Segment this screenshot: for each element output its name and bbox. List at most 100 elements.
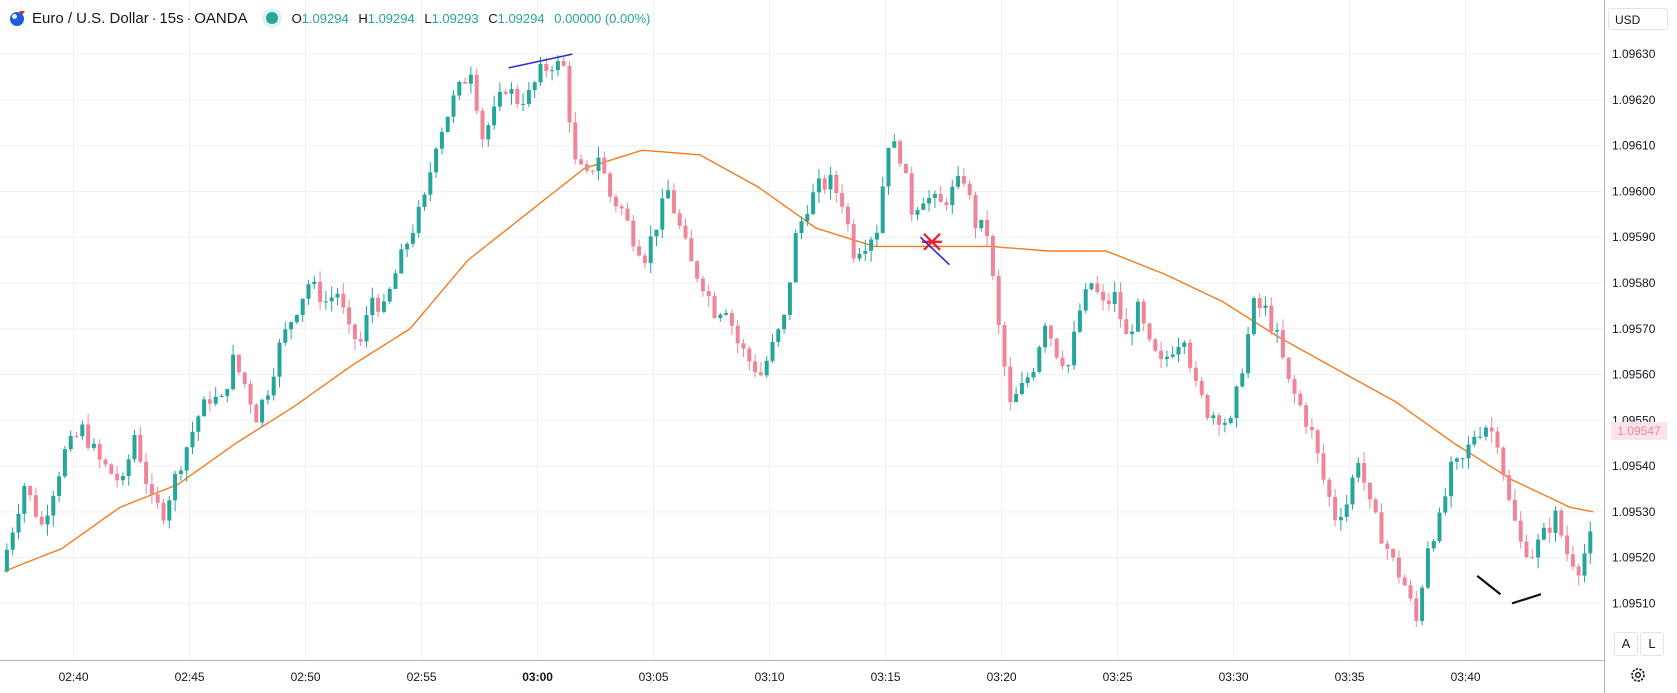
candle-body [828, 174, 833, 190]
drawings-layer[interactable] [508, 53, 1542, 605]
candle-body [1257, 298, 1262, 308]
candle [648, 225, 653, 274]
candle-body [1420, 587, 1425, 621]
candle [1576, 563, 1581, 586]
candle-body [1019, 383, 1024, 395]
symbol-name[interactable]: Euro / U.S. Dollar [32, 9, 149, 27]
candle-body [428, 172, 433, 195]
candle-body [126, 459, 131, 477]
candle-body [532, 82, 537, 91]
candle [956, 165, 961, 190]
candle-body [1338, 516, 1343, 521]
candle [1582, 544, 1587, 583]
candle-body [938, 193, 943, 203]
chart-grid [0, 0, 1604, 660]
candle [202, 396, 207, 417]
candle-body [1251, 298, 1256, 335]
candle [1466, 436, 1471, 469]
candle [683, 218, 688, 240]
candle-body [654, 229, 659, 237]
candle-body [515, 88, 520, 105]
candle-body [1199, 380, 1204, 395]
candle [486, 122, 491, 147]
candle-body [961, 176, 966, 184]
candle-body [451, 95, 456, 117]
auto-scale-button[interactable]: A [1614, 632, 1638, 656]
y-tick-label: 1.09620 [1612, 93, 1656, 107]
candle [1454, 457, 1459, 470]
candle-body [410, 232, 415, 244]
y-tick-label: 1.09590 [1612, 230, 1656, 244]
candle [642, 251, 647, 269]
candle [770, 334, 775, 364]
interval-label[interactable]: 15s [159, 9, 184, 27]
candle [219, 394, 224, 398]
candle-body [1240, 373, 1245, 387]
candle [660, 188, 665, 239]
candle [1043, 322, 1048, 353]
candle-body [213, 396, 218, 404]
candle-body [1037, 347, 1042, 372]
candle-body [637, 246, 642, 256]
candle-body [1211, 415, 1216, 419]
candle-body [811, 192, 816, 215]
y-tick-label: 1.09600 [1612, 184, 1656, 198]
symbol-legend[interactable]: Euro / U.S. Dollar · 15s · OANDA O1.0929… [8, 8, 650, 28]
candle-body [1559, 510, 1564, 536]
candle-body [805, 214, 810, 222]
candle [689, 230, 694, 262]
candle-body [979, 219, 984, 229]
candle [1263, 296, 1268, 316]
y-tick-label: 1.09610 [1612, 139, 1656, 153]
candle-body [1507, 475, 1512, 500]
candle [1269, 297, 1274, 335]
candle-body [1588, 531, 1593, 554]
candle-body [10, 532, 15, 550]
candle-body [57, 476, 62, 496]
candle-body [1043, 325, 1048, 348]
candle-body [985, 219, 990, 237]
y-tick-label: 1.09540 [1612, 459, 1656, 473]
candle-body [903, 163, 908, 174]
candle-body [1083, 289, 1088, 311]
candle [1257, 293, 1262, 318]
candle-body [840, 193, 845, 207]
candle-body [1234, 386, 1239, 419]
candle [892, 133, 897, 148]
candle [1014, 387, 1019, 403]
x-tick-label: 03:25 [1103, 670, 1133, 684]
candle [62, 445, 67, 479]
candle [1077, 303, 1082, 334]
candle [1170, 346, 1175, 359]
candle-body [590, 170, 595, 172]
candle [1547, 517, 1552, 543]
candle [811, 183, 816, 215]
candle [97, 439, 102, 469]
market-status-icon[interactable] [265, 12, 278, 24]
candle-body [109, 464, 114, 474]
candle [944, 198, 949, 211]
candle-body [1344, 504, 1349, 517]
candle [1286, 357, 1291, 383]
candle [1472, 430, 1477, 448]
candle-body [1524, 541, 1529, 558]
candle [492, 95, 497, 130]
candle-body [91, 443, 96, 448]
candle [428, 162, 433, 202]
candle [1327, 477, 1332, 507]
candle-body [1048, 325, 1053, 339]
settings-gear-icon[interactable] [1629, 666, 1647, 684]
candle-body [1425, 548, 1430, 588]
candle-body [944, 202, 949, 206]
candle [521, 93, 526, 112]
candle [16, 503, 21, 540]
currency-button[interactable]: USD [1608, 8, 1668, 30]
candle-body [1333, 496, 1338, 521]
candle [863, 239, 868, 262]
log-scale-button[interactable]: L [1640, 632, 1664, 656]
candle-body [764, 360, 769, 376]
candle-body [1170, 354, 1175, 357]
candle [1501, 445, 1506, 481]
candle-body [306, 284, 311, 299]
